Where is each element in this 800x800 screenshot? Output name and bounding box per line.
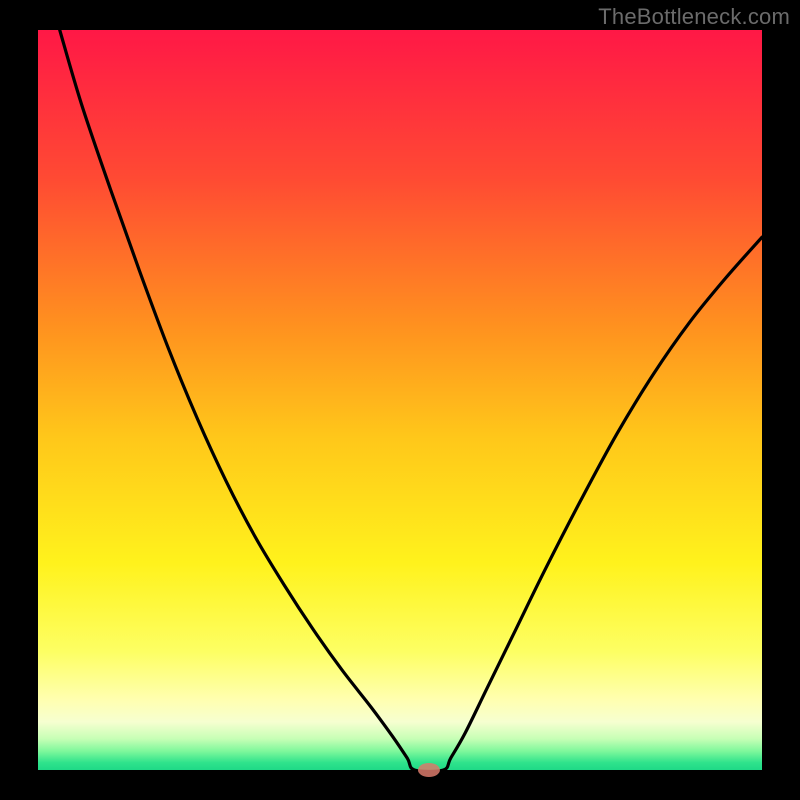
watermark-text: TheBottleneck.com (598, 4, 790, 30)
minimum-marker (418, 763, 440, 777)
chart-svg (0, 0, 800, 800)
gradient-background (38, 30, 762, 770)
chart-stage: TheBottleneck.com (0, 0, 800, 800)
